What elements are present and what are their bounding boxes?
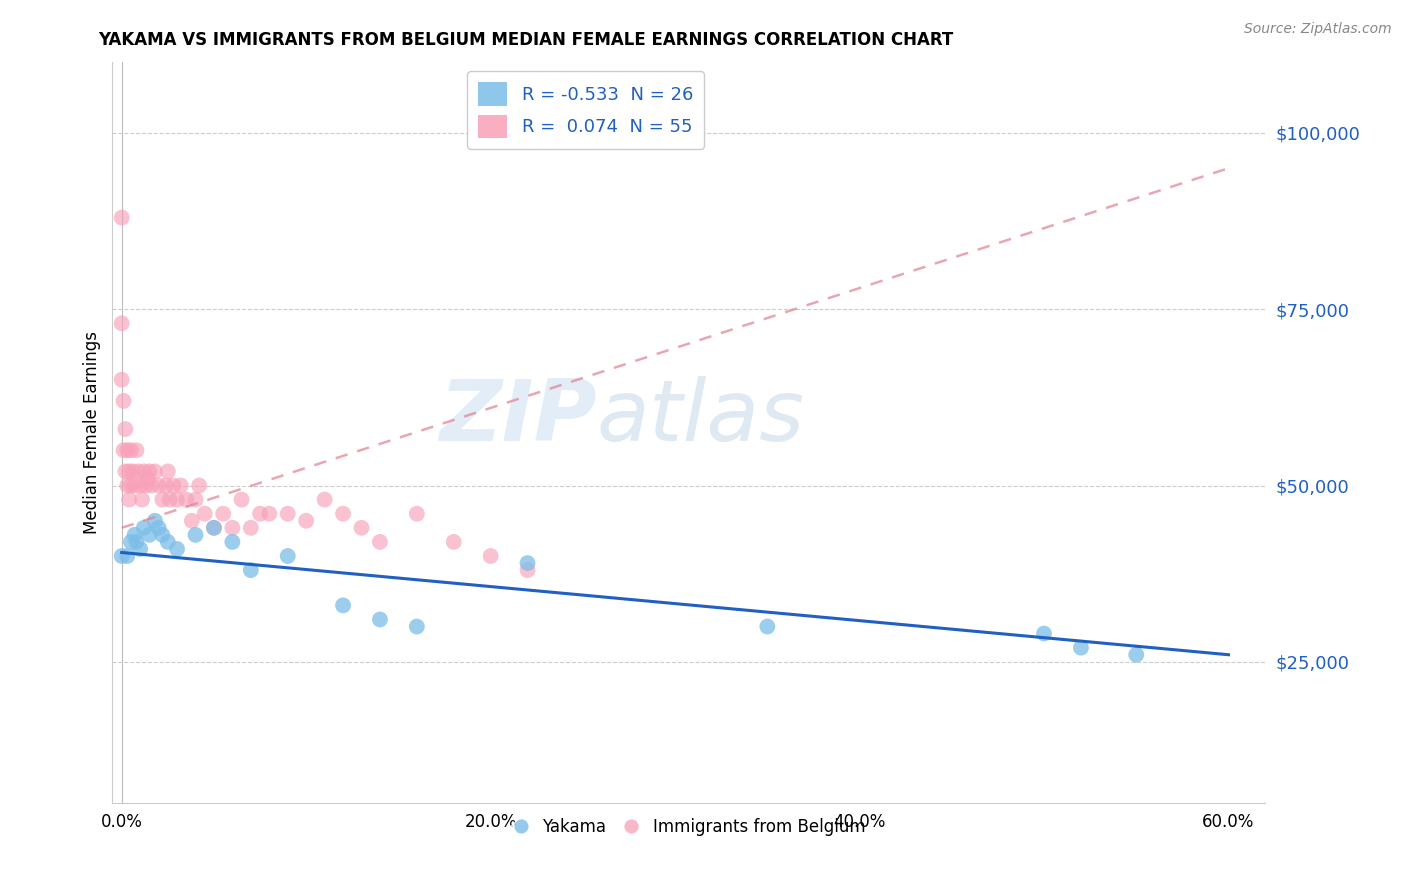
Point (194, 507, 217, 521)
Text: YAKAMA VS IMMIGRANTS FROM BELGIUM MEDIAN FEMALE EARNINGS CORRELATION CHART: YAKAMA VS IMMIGRANTS FROM BELGIUM MEDIAN… (98, 31, 953, 49)
Point (756, 619, 779, 633)
Point (115, 549, 138, 563)
Point (259, 507, 281, 521)
Point (115, 478, 138, 492)
Point (1125, 648, 1147, 662)
Point (159, 492, 181, 507)
Point (132, 521, 155, 535)
Point (443, 535, 465, 549)
Point (131, 492, 153, 507)
Point (125, 443, 148, 458)
Point (132, 464, 155, 478)
Point (156, 535, 179, 549)
Point (1033, 626, 1056, 640)
Point (118, 464, 141, 478)
Point (124, 528, 146, 542)
Point (202, 521, 225, 535)
Point (135, 478, 157, 492)
Point (115, 443, 138, 458)
Point (155, 478, 177, 492)
Y-axis label: Median Female Earnings: Median Female Earnings (83, 331, 101, 534)
Point (332, 599, 354, 613)
Point (120, 443, 142, 458)
Point (114, 422, 136, 436)
Point (332, 507, 354, 521)
Point (143, 464, 166, 478)
Point (166, 492, 188, 507)
Point (143, 514, 166, 528)
Point (516, 563, 538, 577)
Point (150, 528, 173, 542)
Point (129, 541, 152, 556)
Legend: Yakama, Immigrants from Belgium: Yakama, Immigrants from Belgium (506, 811, 872, 843)
Text: Source: ZipAtlas.com: Source: ZipAtlas.com (1244, 22, 1392, 37)
Point (368, 612, 391, 626)
Point (295, 514, 318, 528)
Point (277, 507, 299, 521)
Point (479, 549, 502, 563)
Point (405, 619, 427, 633)
Point (138, 528, 160, 542)
Point (212, 507, 235, 521)
Point (138, 464, 160, 478)
Point (231, 492, 253, 507)
Point (221, 535, 243, 549)
Point (120, 535, 142, 549)
Point (114, 464, 136, 478)
Point (125, 535, 148, 549)
Point (368, 535, 391, 549)
Point (127, 464, 149, 478)
Point (124, 478, 146, 492)
Point (150, 492, 173, 507)
Point (350, 521, 373, 535)
Point (184, 492, 207, 507)
Point (180, 514, 202, 528)
Point (111, 549, 134, 563)
Point (277, 549, 299, 563)
Point (148, 478, 170, 492)
Point (136, 471, 159, 485)
Point (120, 478, 142, 492)
Point (166, 541, 188, 556)
Point (184, 528, 207, 542)
Point (118, 492, 141, 507)
Text: atlas: atlas (596, 376, 804, 459)
Point (156, 464, 179, 478)
Point (405, 507, 427, 521)
Point (112, 443, 135, 458)
Text: ZIP: ZIP (439, 376, 596, 459)
Point (239, 521, 262, 535)
Point (239, 563, 262, 577)
Point (221, 521, 243, 535)
Point (141, 478, 163, 492)
Point (174, 492, 197, 507)
Point (1070, 640, 1092, 655)
Point (170, 478, 193, 492)
Point (249, 507, 271, 521)
Point (314, 492, 336, 507)
Point (129, 478, 152, 492)
Point (188, 478, 211, 492)
Point (111, 211, 134, 225)
Point (111, 316, 134, 330)
Point (148, 521, 170, 535)
Point (121, 464, 143, 478)
Point (111, 373, 134, 387)
Point (112, 393, 135, 408)
Point (516, 556, 538, 570)
Point (202, 521, 225, 535)
Point (162, 478, 184, 492)
